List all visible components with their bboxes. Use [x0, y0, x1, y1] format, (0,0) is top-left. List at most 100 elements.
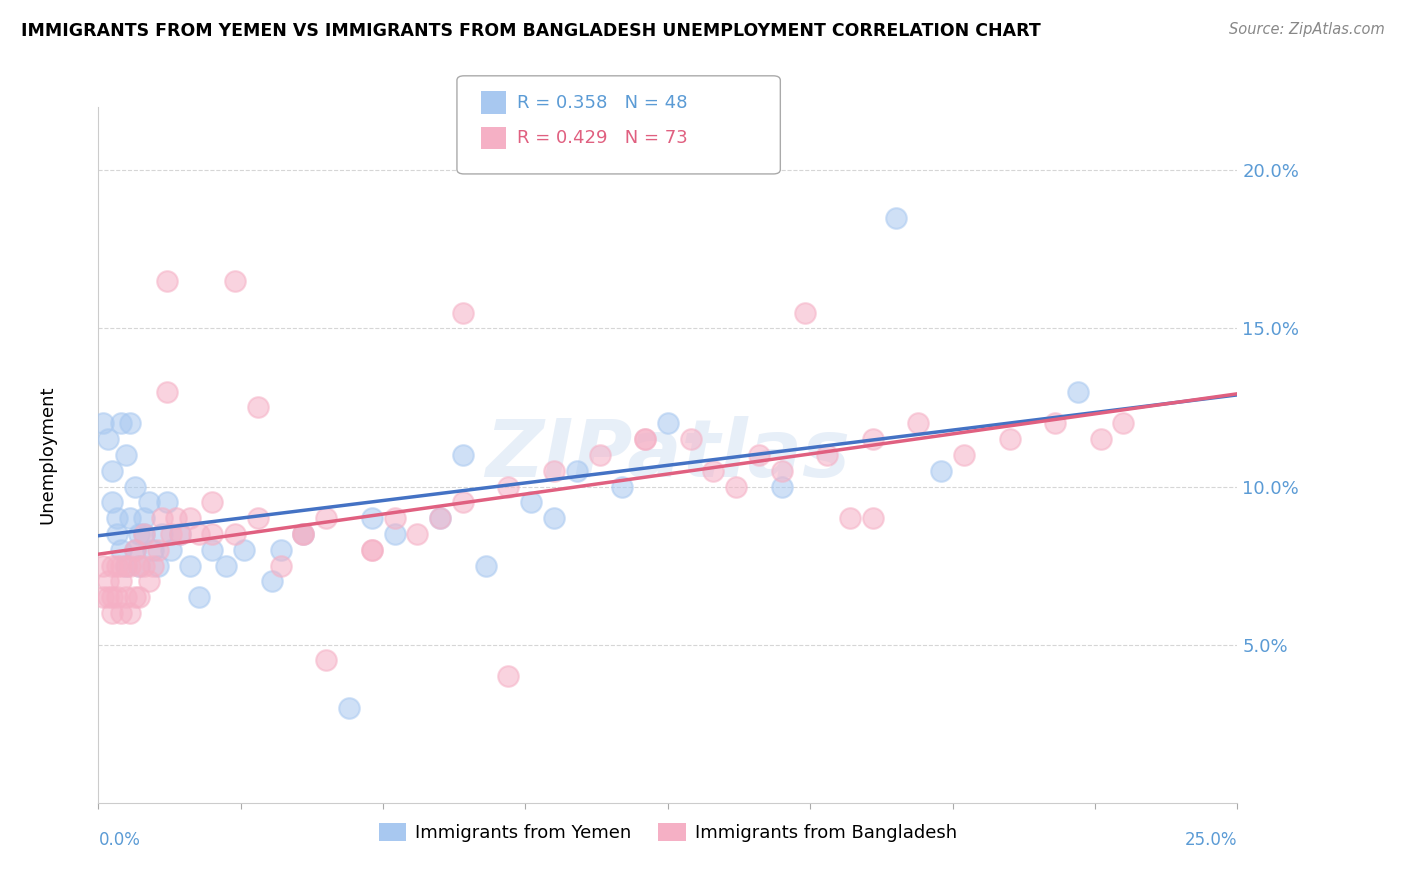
Point	[110, 542, 132, 557]
Point	[360, 542, 382, 557]
Text: IMMIGRANTS FROM YEMEN VS IMMIGRANTS FROM BANGLADESH UNEMPLOYMENT CORRELATION CHA: IMMIGRANTS FROM YEMEN VS IMMIGRANTS FROM…	[21, 22, 1040, 40]
Point	[429, 511, 451, 525]
Point	[156, 274, 179, 288]
Text: Source: ZipAtlas.com: Source: ZipAtlas.com	[1229, 22, 1385, 37]
Point	[101, 495, 124, 509]
Point	[120, 417, 142, 431]
Point	[179, 511, 201, 525]
Point	[120, 606, 142, 620]
Point	[146, 558, 169, 573]
Point	[451, 495, 474, 509]
Point	[91, 558, 114, 573]
Point	[384, 511, 406, 525]
Point	[224, 527, 246, 541]
Point	[201, 527, 224, 541]
Point	[128, 558, 150, 573]
Point	[998, 432, 1021, 446]
Point	[270, 542, 292, 557]
Point	[260, 574, 283, 589]
Point	[150, 511, 173, 525]
Point	[110, 606, 132, 620]
Point	[96, 591, 118, 605]
Point	[110, 558, 132, 573]
Point	[292, 527, 315, 541]
Point	[105, 591, 128, 605]
Point	[201, 542, 224, 557]
Point	[233, 542, 256, 557]
Point	[114, 591, 136, 605]
Point	[907, 417, 929, 431]
Point	[815, 448, 838, 462]
Point	[884, 211, 907, 225]
Point	[105, 511, 128, 525]
Text: 0.0%: 0.0%	[98, 830, 141, 848]
Point	[725, 479, 748, 493]
Point	[91, 591, 114, 605]
Point	[124, 479, 146, 493]
Point	[498, 479, 520, 493]
Point	[657, 417, 679, 431]
Point	[543, 511, 565, 525]
Point	[770, 464, 793, 478]
Point	[146, 542, 169, 557]
Point	[565, 464, 588, 478]
Point	[101, 606, 124, 620]
Point	[105, 527, 128, 541]
Point	[634, 432, 657, 446]
Point	[128, 558, 150, 573]
Point	[169, 527, 191, 541]
Point	[224, 274, 246, 288]
Point	[96, 574, 118, 589]
Point	[132, 558, 155, 573]
Point	[142, 542, 165, 557]
Point	[246, 401, 269, 415]
Point	[169, 527, 191, 541]
Point	[1090, 432, 1112, 446]
Point	[543, 464, 565, 478]
Point	[132, 511, 155, 525]
Point	[138, 495, 160, 509]
Point	[634, 432, 657, 446]
Point	[315, 653, 337, 667]
Point	[292, 527, 315, 541]
Point	[451, 448, 474, 462]
Point	[114, 558, 136, 573]
Point	[953, 448, 976, 462]
Point	[612, 479, 634, 493]
Point	[246, 511, 269, 525]
Point	[105, 558, 128, 573]
Point	[132, 527, 155, 541]
Point	[498, 669, 520, 683]
Point	[128, 527, 150, 541]
Point	[187, 527, 209, 541]
Point	[862, 432, 884, 446]
Point	[120, 511, 142, 525]
Point	[292, 527, 315, 541]
Text: ZIPatlas: ZIPatlas	[485, 416, 851, 494]
Point	[679, 432, 702, 446]
Point	[160, 527, 183, 541]
Point	[360, 511, 382, 525]
Point	[588, 448, 610, 462]
Legend: Immigrants from Yemen, Immigrants from Bangladesh: Immigrants from Yemen, Immigrants from B…	[371, 815, 965, 849]
Point	[138, 574, 160, 589]
Point	[360, 542, 382, 557]
Point	[406, 527, 429, 541]
Point	[124, 591, 146, 605]
Text: R = 0.429   N = 73: R = 0.429 N = 73	[517, 129, 688, 147]
Point	[187, 591, 209, 605]
Point	[215, 558, 238, 573]
Point	[120, 558, 142, 573]
Point	[150, 527, 173, 541]
Point	[128, 591, 150, 605]
Point	[451, 305, 474, 319]
Point	[1043, 417, 1066, 431]
Point	[315, 511, 337, 525]
Point	[124, 542, 146, 557]
Point	[337, 701, 360, 715]
Point	[520, 495, 543, 509]
Point	[160, 542, 183, 557]
Point	[132, 527, 155, 541]
Point	[474, 558, 496, 573]
Point	[124, 542, 146, 557]
